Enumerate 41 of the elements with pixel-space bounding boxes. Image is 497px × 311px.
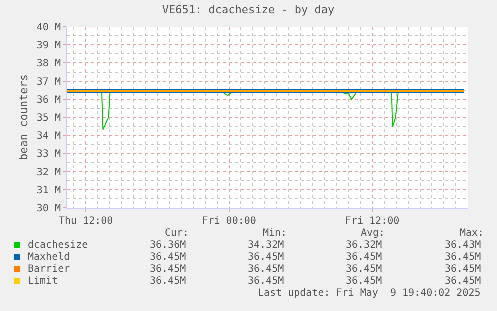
text: Max:: [460, 228, 484, 239]
text: 36.45M: [150, 252, 186, 263]
text: 34.32M: [248, 240, 284, 251]
text: Last update: Fri May 9 19:40:02 2025: [258, 288, 481, 299]
y-tick-label: 30 M: [36, 204, 61, 214]
legend-label: dcachesize: [28, 240, 88, 251]
x-tick-label: Fri 12:00: [345, 216, 400, 227]
y-axis-title: bean counters: [18, 74, 31, 161]
y-tick-label: 40 M: [36, 22, 61, 34]
text: 36.45M: [248, 264, 284, 275]
y-tick-label: 34 M: [36, 131, 61, 142]
y-tick-label: 37 M: [36, 76, 61, 88]
legend-label: Limit: [28, 276, 58, 287]
text: 36.45M: [445, 264, 482, 275]
text: 36.36M: [150, 240, 186, 251]
text: 36.43M: [445, 240, 482, 251]
text: Min:: [263, 228, 288, 239]
text: 36.45M: [248, 252, 284, 263]
text: Avg:: [361, 228, 386, 239]
chart-title: VE651: dcachesize - by day: [162, 4, 335, 17]
text: 36.45M: [150, 264, 186, 275]
x-tick-label: Fri 00:00: [202, 216, 256, 227]
legend-label: Barrier: [28, 264, 70, 275]
text: 36.45M: [346, 252, 382, 263]
text: Cur:: [165, 228, 190, 239]
text: 36.45M: [248, 276, 284, 287]
y-tick-label: 38 M: [36, 58, 61, 70]
y-tick-label: 35 M: [36, 113, 61, 124]
text: 36.45M: [346, 264, 382, 275]
y-tick-label: 39 M: [36, 40, 61, 52]
text: 36.45M: [150, 276, 186, 287]
x-tick-label: Thu 12:00: [59, 216, 114, 227]
legend-label: Maxheld: [28, 252, 70, 263]
text: 36.32M: [346, 240, 382, 251]
text: 36.45M: [445, 252, 482, 263]
y-tick-label: 32 M: [36, 167, 61, 178]
y-tick-label: 33 M: [36, 149, 61, 160]
text: 36.45M: [445, 276, 482, 287]
text: 36.45M: [346, 276, 382, 287]
y-tick-label: 36 M: [36, 94, 61, 106]
y-tick-label: 31 M: [36, 185, 61, 196]
